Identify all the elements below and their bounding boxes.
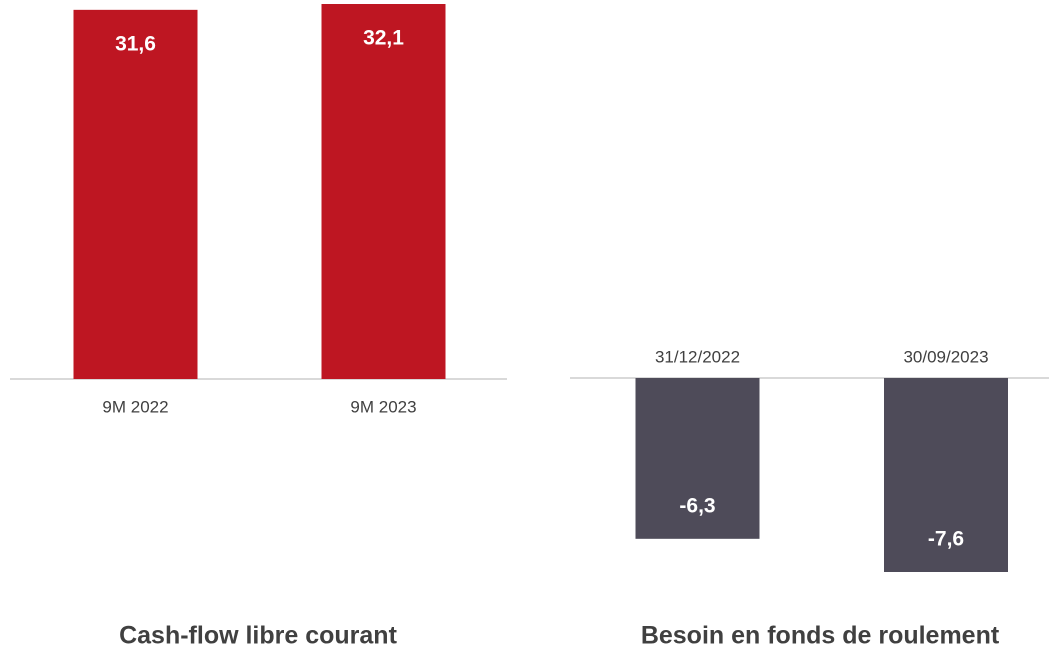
bar (73, 9, 198, 379)
value-label: -7,6 (928, 528, 964, 551)
value-label: 32,1 (363, 27, 404, 50)
x-tick-label: 9M 2022 (102, 397, 168, 416)
chart-title: Besoin en fonds de roulement (641, 622, 1000, 650)
bar (321, 4, 446, 379)
x-tick-label: 31/12/2022 (655, 347, 740, 366)
bar (635, 378, 760, 539)
value-label: 31,6 (115, 32, 156, 55)
value-label: -6,3 (679, 494, 715, 517)
bar (884, 378, 1008, 572)
x-tick-label: 9M 2023 (350, 397, 416, 416)
chart-title: Cash-flow libre courant (119, 622, 397, 650)
x-tick-label: 30/09/2023 (903, 347, 988, 366)
